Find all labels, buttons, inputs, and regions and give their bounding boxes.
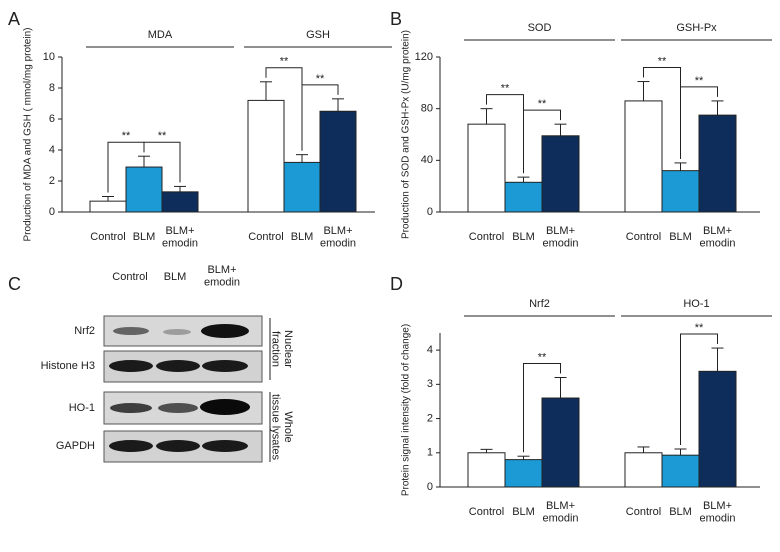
y-tick-label: 10 (43, 51, 55, 63)
bar (661, 454, 700, 488)
bar (467, 452, 506, 488)
significance-label: ** (658, 55, 667, 67)
significance-label: ** (158, 130, 167, 142)
significance-bracket (523, 362, 561, 453)
bar (504, 181, 543, 213)
fraction-label: Nuclearfraction (269, 330, 294, 368)
significance-bracket (143, 141, 181, 183)
y-tick-label: 120 (415, 51, 433, 63)
x-tick-label: Control (626, 506, 661, 518)
panel-label: B (390, 9, 402, 29)
row-label: Histone H3 (41, 360, 95, 372)
group-label: GSH-Px (676, 22, 717, 34)
bar (125, 166, 163, 213)
x-tick-label: BLM+ emodin (542, 225, 578, 250)
y-tick-label: 40 (421, 154, 433, 166)
x-tick-label: Control (469, 506, 504, 518)
panel-label: C (8, 274, 21, 294)
significance-label: ** (501, 83, 510, 95)
y-tick-label: 80 (421, 103, 433, 115)
significance-label: ** (538, 98, 547, 110)
group-label: HO-1 (683, 298, 709, 310)
y-tick-label: 0 (427, 206, 433, 218)
group-label: GSH (306, 29, 330, 41)
significance-label: ** (538, 351, 547, 363)
x-tick-label: BLM+ emodin (699, 500, 735, 525)
y-axis-label: Production of SOD and GSH-Px (U/mg prote… (401, 30, 412, 239)
panel-label: A (8, 9, 20, 29)
y-tick-label: 2 (427, 412, 433, 424)
group-label: Nrf2 (529, 298, 550, 310)
column-label: BLM (164, 271, 187, 283)
bar (247, 99, 285, 213)
y-tick-label: 2 (49, 175, 55, 187)
row-label: HO-1 (69, 402, 95, 414)
x-tick-label: BLM+ emodin (542, 500, 578, 525)
bar (624, 452, 663, 488)
significance-label: ** (316, 73, 325, 85)
bar (541, 397, 580, 488)
x-tick-label: Control (469, 231, 504, 243)
x-tick-label: BLM (512, 231, 535, 243)
x-tick-label: BLM (133, 231, 156, 243)
x-tick-label: Control (626, 231, 661, 243)
significance-label: ** (280, 56, 289, 68)
row-label: Nrf2 (74, 325, 95, 337)
significance-label: ** (122, 130, 131, 142)
x-tick-label: BLM (291, 231, 314, 243)
bar (698, 370, 737, 488)
bar (161, 191, 199, 213)
y-tick-label: 3 (427, 378, 433, 390)
significance-bracket (301, 84, 339, 151)
fraction-label: Wholetissue lysates (269, 394, 294, 461)
bar (89, 200, 127, 213)
y-tick-label: 4 (49, 144, 55, 156)
significance-bracket (680, 333, 718, 446)
significance-bracket (523, 109, 561, 174)
x-tick-label: Control (248, 231, 283, 243)
x-tick-label: Control (90, 231, 125, 243)
group-label: SOD (528, 22, 552, 34)
y-tick-label: 0 (427, 481, 433, 493)
x-tick-label: BLM (669, 506, 692, 518)
x-tick-label: BLM+ emodin (320, 225, 356, 250)
x-tick-label: BLM+ emodin (699, 225, 735, 250)
y-tick-label: 4 (427, 344, 433, 356)
y-tick-label: 8 (49, 82, 55, 94)
column-label: Control (112, 271, 147, 283)
bar (319, 110, 357, 213)
significance-label: ** (695, 322, 704, 334)
y-tick-label: 1 (427, 447, 433, 459)
bar (283, 161, 321, 213)
bar (541, 135, 580, 213)
blot-image (103, 315, 263, 463)
group-label: MDA (148, 29, 173, 41)
bar (698, 114, 737, 213)
y-tick-label: 0 (49, 206, 55, 218)
blot-panel: C Control BLM BLM+ emodin Nrf2 Histone H3… (8, 264, 294, 463)
significance-bracket (680, 86, 718, 159)
panel-label: D (390, 274, 403, 294)
x-tick-label: BLM+ emodin (162, 225, 198, 250)
column-label: BLM+ emodin (204, 264, 240, 289)
bar (467, 123, 506, 213)
bar (661, 170, 700, 213)
significance-label: ** (695, 75, 704, 87)
y-axis-label: Production of MDA and GSH ( mmol/mg prot… (23, 28, 34, 242)
bar (624, 100, 663, 213)
y-axis-label: Protein signal intensity (fold of change… (401, 324, 412, 496)
x-tick-label: BLM (669, 231, 692, 243)
bar (504, 459, 543, 488)
y-tick-label: 6 (49, 113, 55, 125)
x-tick-label: BLM (512, 506, 535, 518)
row-label: GAPDH (56, 440, 95, 452)
